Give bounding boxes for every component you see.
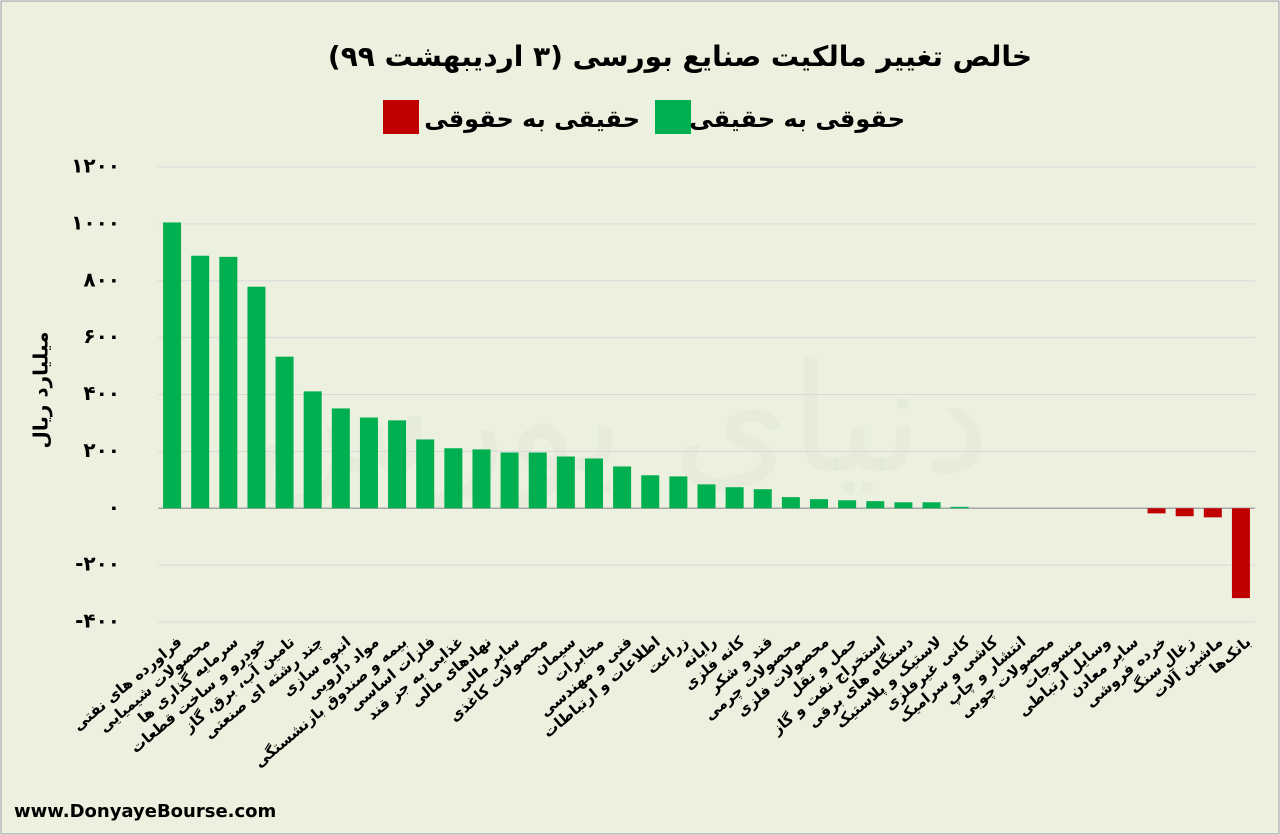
bar [1203,508,1222,518]
bar [219,256,238,509]
legend-label: حقوقی به حقیقی [689,105,905,133]
bar [472,449,491,509]
y-tick-label: -۲۰۰ [75,552,120,576]
bar [303,391,322,509]
bar [556,456,575,509]
bar [1175,508,1194,517]
bar [697,484,716,509]
bar [838,500,857,509]
bar [584,458,603,509]
y-tick-label: ۱۲۰۰ [71,154,120,178]
bar [613,466,632,509]
bar [950,506,969,509]
bar [331,408,350,509]
bar [781,497,800,509]
bar [725,487,744,509]
y-tick-label: ۴۰۰ [83,381,120,405]
bar [894,502,913,509]
bar [922,502,941,509]
bar [416,439,435,509]
bar [388,420,407,509]
bar [1231,508,1250,599]
bar [528,452,547,509]
source: www.DonyayeBourse.com [14,801,276,822]
y-tick-label: ۰ [108,495,120,519]
bar [810,499,829,509]
bar [444,448,463,509]
bar [866,501,885,509]
y-tick-label: ۸۰۰ [83,267,120,291]
y-tick-label: ۱۰۰۰ [71,210,120,234]
legend-swatch [383,100,419,134]
bar [500,452,519,509]
legend-label: حقیقی به حقوقی [424,105,640,133]
y-tick-label: ۲۰۰ [83,438,120,462]
y-tick-label: -۴۰۰ [75,609,120,633]
chart-title: خالص تغییر مالکیت صنایع بورسی (۳ اردیبهش… [328,40,1032,73]
bar [275,356,294,509]
legend-swatch [655,100,691,134]
bar [163,222,182,509]
bar [1147,508,1166,514]
bar [753,489,772,509]
y-tick-label: ۶۰۰ [83,324,120,348]
bar [641,475,660,509]
bar [191,255,210,509]
bar [359,417,378,509]
y-axis-title: میلیارد ریال [29,331,53,448]
bar [669,476,688,509]
bar [247,286,266,509]
